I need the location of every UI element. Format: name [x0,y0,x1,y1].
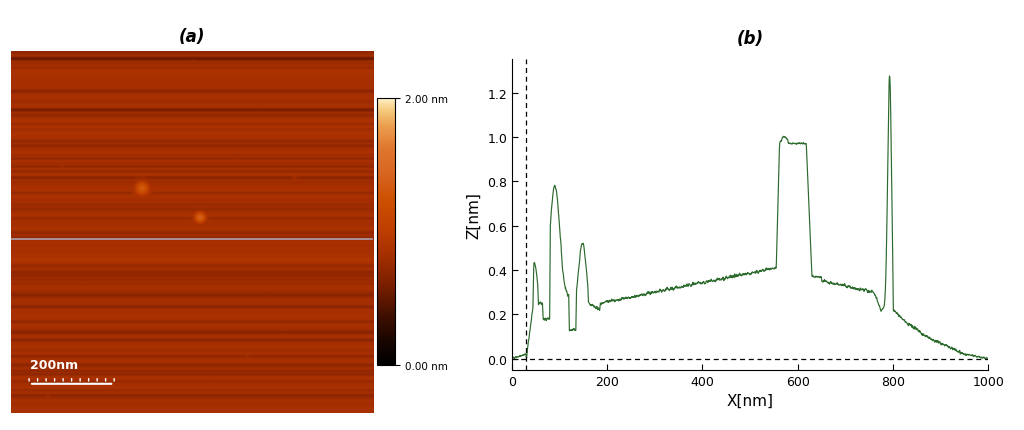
Y-axis label: Z[nm]: Z[nm] [467,192,481,238]
Text: (b): (b) [736,30,764,48]
Text: 200nm: 200nm [30,358,78,371]
Text: (a): (a) [179,28,205,46]
X-axis label: X[nm]: X[nm] [727,393,773,408]
